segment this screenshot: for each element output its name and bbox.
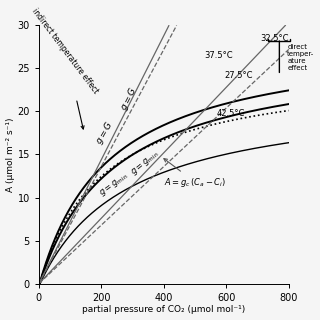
Text: $g = g_{\rm min}$: $g = g_{\rm min}$ bbox=[129, 148, 161, 178]
Text: 37.5°C: 37.5°C bbox=[204, 51, 233, 60]
Text: indirect temperature effect: indirect temperature effect bbox=[30, 7, 100, 129]
Text: 42.5°C: 42.5°C bbox=[217, 108, 245, 118]
Text: $g = G$: $g = G$ bbox=[118, 84, 141, 113]
Text: $A = g_c\,(C_a - C_i)$: $A = g_c\,(C_a - C_i)$ bbox=[164, 159, 226, 188]
Text: 32.5°C: 32.5°C bbox=[260, 34, 289, 43]
Text: 27.5°C: 27.5°C bbox=[225, 71, 253, 80]
Text: $g = G$: $g = G$ bbox=[92, 119, 116, 147]
Text: $g = g_{\rm min}$: $g = g_{\rm min}$ bbox=[97, 170, 131, 199]
X-axis label: partial pressure of CO₂ (μmol mol⁻¹): partial pressure of CO₂ (μmol mol⁻¹) bbox=[82, 306, 245, 315]
Text: direct
temper-
ature
effect: direct temper- ature effect bbox=[287, 44, 315, 71]
Y-axis label: A (μmol m⁻² s⁻¹): A (μmol m⁻² s⁻¹) bbox=[5, 117, 14, 192]
